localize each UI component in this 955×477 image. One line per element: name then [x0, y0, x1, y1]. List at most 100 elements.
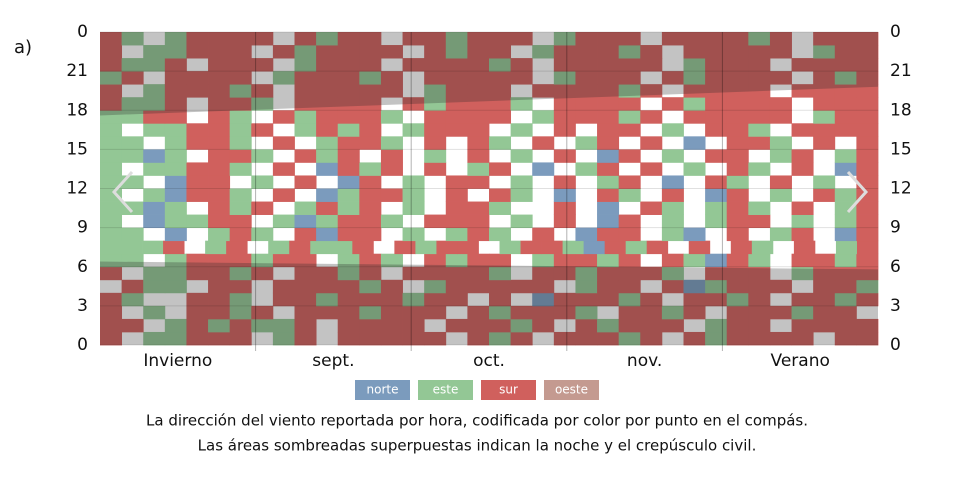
cell: [316, 71, 339, 85]
cell: [705, 45, 728, 59]
cell: [705, 97, 728, 111]
cell: [597, 266, 620, 281]
cell: [520, 240, 542, 255]
cell: [489, 110, 512, 124]
cell: [380, 188, 403, 202]
cell: [100, 214, 123, 229]
cell: [553, 188, 576, 202]
x-tick-label: nov.: [627, 351, 662, 371]
cell: [683, 162, 706, 176]
cell: [445, 175, 468, 189]
cell: [359, 136, 382, 150]
cell: [445, 58, 468, 72]
cell: [834, 292, 857, 307]
cell: [661, 71, 684, 85]
cell: [688, 240, 711, 255]
cell: [813, 58, 836, 72]
cell: [229, 292, 252, 307]
cell: [726, 305, 749, 320]
cell: [726, 188, 749, 202]
cell: [834, 201, 857, 215]
cell: [510, 58, 533, 72]
cell: [726, 318, 749, 333]
cell: [791, 201, 814, 215]
cell: [575, 32, 598, 46]
cell: [813, 175, 836, 189]
cell: [186, 45, 209, 59]
cell: [705, 318, 728, 333]
cell: [683, 279, 706, 294]
cell: [834, 318, 857, 333]
cell: [208, 71, 231, 85]
cell: [748, 110, 771, 124]
legend-item[interactable]: este: [418, 380, 473, 400]
cell: [294, 331, 317, 346]
cell: [121, 240, 143, 255]
cell: [164, 45, 187, 59]
cell: [683, 110, 706, 124]
cell: [553, 253, 576, 268]
cell: [489, 188, 512, 202]
cell: [229, 149, 252, 163]
cell: [489, 292, 512, 307]
cell: [489, 201, 512, 215]
cell: [834, 214, 857, 229]
cell: [289, 240, 311, 255]
cell: [467, 266, 490, 281]
legend-item[interactable]: norte: [355, 380, 410, 400]
cell: [186, 84, 209, 98]
cell: [316, 162, 339, 176]
cell: [359, 162, 382, 176]
prev-arrow[interactable]: [111, 170, 134, 214]
cell: [467, 110, 490, 124]
cell: [272, 214, 295, 229]
cell: [618, 266, 641, 281]
cell: [618, 32, 641, 46]
cell: [575, 136, 598, 150]
legend-label: norte: [367, 383, 399, 397]
cell: [510, 188, 533, 202]
cell: [208, 253, 231, 268]
cell: [121, 227, 144, 242]
cell: [575, 305, 598, 320]
cell: [575, 84, 598, 98]
cell: [575, 227, 598, 242]
cell: [618, 175, 641, 189]
cell: [394, 240, 416, 255]
cell: [705, 331, 728, 346]
cell: [424, 32, 447, 46]
cell: [499, 240, 521, 255]
cell: [705, 84, 728, 98]
cell: [726, 214, 749, 229]
legend-item[interactable]: sur: [481, 380, 536, 400]
cell: [730, 240, 753, 255]
cell: [359, 318, 382, 333]
cell: [705, 71, 728, 85]
cell: [661, 123, 684, 137]
cell: [402, 318, 425, 333]
cell: [100, 318, 123, 333]
legend-item[interactable]: oeste: [544, 380, 599, 400]
cell: [445, 266, 468, 281]
cell: [143, 45, 166, 59]
cell: [769, 227, 792, 242]
cell: [510, 32, 533, 46]
cell: [856, 240, 879, 255]
cell: [143, 279, 166, 294]
cell: [359, 110, 382, 124]
cell: [532, 84, 555, 98]
legend-swatch: [355, 380, 410, 400]
cell: [294, 253, 317, 268]
cell: [834, 45, 857, 59]
cell: [856, 266, 879, 281]
cell: [337, 305, 360, 320]
cell: [793, 240, 816, 255]
cell: [489, 227, 512, 242]
cell: [661, 214, 684, 229]
cell: [467, 97, 490, 111]
cell: [467, 58, 490, 72]
cell: [380, 292, 403, 307]
cell: [142, 240, 164, 255]
next-arrow[interactable]: [846, 170, 869, 214]
cell: [316, 149, 339, 163]
